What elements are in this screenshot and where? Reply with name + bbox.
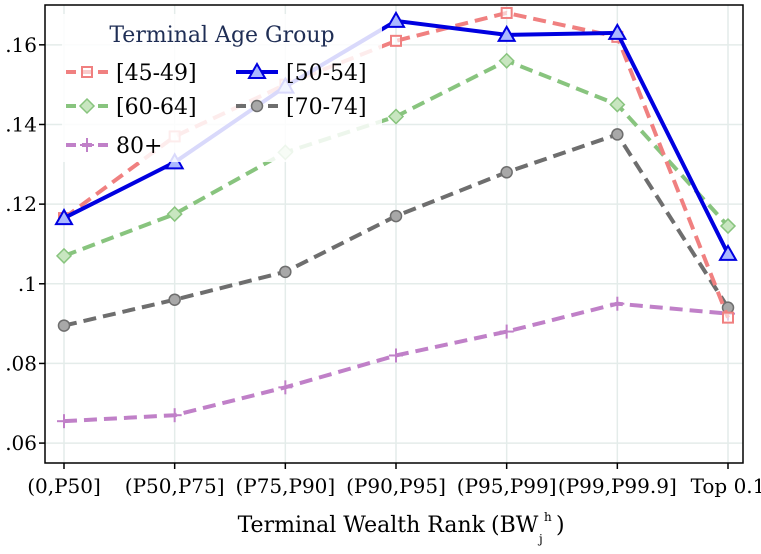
- data-point-square: [722, 311, 734, 324]
- legend-entry: [70-74]: [236, 95, 367, 120]
- y-tick-label: .12: [5, 192, 37, 216]
- data-point-square: [81, 66, 93, 78]
- data-point-diamond: [498, 52, 515, 69]
- data-point-triangle: [386, 10, 406, 28]
- data-point-diamond: [387, 108, 405, 125]
- legend-entry: [45-49]: [66, 61, 197, 86]
- data-point-plus: [278, 380, 293, 395]
- data-point-circle: [250, 99, 264, 113]
- data-point-circle: [168, 293, 181, 306]
- x-axis-label: Terminal Wealth Rank: [238, 513, 486, 538]
- data-point-circle: [611, 128, 624, 141]
- legend-entry: [50-54]: [236, 61, 367, 86]
- x-tick-label: (P95,P99]: [457, 474, 557, 498]
- x-axis-title: Terminal Wealth Rank (BW h j ): [238, 510, 565, 546]
- x-axis-superscript: h: [544, 510, 552, 524]
- data-point-triangle: [718, 243, 738, 261]
- legend-label: [50-54]: [286, 61, 367, 86]
- y-tick-label: .1: [18, 272, 37, 296]
- y-tick-label: .14: [5, 112, 37, 136]
- x-tick-label: (P50,P75]: [125, 474, 225, 498]
- data-point-plus: [57, 414, 71, 429]
- legend: Terminal Age Group [45-49] [50-54] [60-64]…: [62, 14, 382, 162]
- legend-entry: [60-64]: [66, 95, 197, 120]
- x-axis-subscript: j: [537, 532, 543, 546]
- data-point-triangle: [496, 24, 517, 42]
- data-point-circle: [389, 209, 403, 223]
- data-point-circle: [279, 265, 292, 279]
- data-point-diamond: [719, 217, 737, 235]
- x-tick-label: (P90,P95]: [346, 474, 446, 498]
- plot-frame: [44, 4, 744, 464]
- y-tick-label: .16: [5, 33, 37, 57]
- data-point-plus: [499, 324, 514, 339]
- data-point-square: [390, 34, 402, 47]
- data-point-circle: [57, 319, 71, 332]
- legend-label: [45-49]: [116, 61, 197, 86]
- data-point-diamond: [55, 247, 73, 264]
- data-point-plus: [610, 296, 625, 311]
- y-tick-label: .06: [5, 431, 37, 455]
- x-tick-label: (P99,P99.9]: [558, 474, 677, 498]
- x-tick-label: (P75,P90]: [235, 474, 335, 498]
- x-axis-symbol: (BW: [491, 513, 539, 538]
- data-point-plus: [389, 348, 403, 363]
- data-point-diamond: [78, 97, 96, 115]
- data-point-triangle: [54, 208, 74, 226]
- data-point-square: [500, 6, 513, 19]
- data-point-diamond: [609, 96, 626, 113]
- data-point-diamond: [166, 206, 183, 223]
- legend-label: [60-64]: [116, 95, 197, 120]
- axes: .06 .08 .1 .12 .14 .16 (0,P50] (P50,P75] (P75,P9…: [5, 33, 761, 498]
- legend-entry: 80+: [66, 134, 162, 159]
- x-axis-close: ): [556, 513, 565, 538]
- y-tick-label: .08: [5, 351, 37, 375]
- data-point-plus: [167, 408, 182, 423]
- data-point-circle: [500, 166, 513, 179]
- series-80: [57, 296, 735, 429]
- x-tick-label: (0,P50]: [27, 474, 101, 498]
- data-point-plus: [80, 138, 94, 152]
- legend-title: Terminal Age Group: [109, 23, 334, 48]
- x-tick-label: Top 0.1: [691, 474, 761, 498]
- legend-label: [70-74]: [286, 95, 367, 120]
- data-point-triangle: [607, 22, 628, 40]
- legend-label: 80+: [116, 134, 162, 159]
- data-point-triangle: [247, 61, 267, 79]
- legend-background: [62, 14, 382, 162]
